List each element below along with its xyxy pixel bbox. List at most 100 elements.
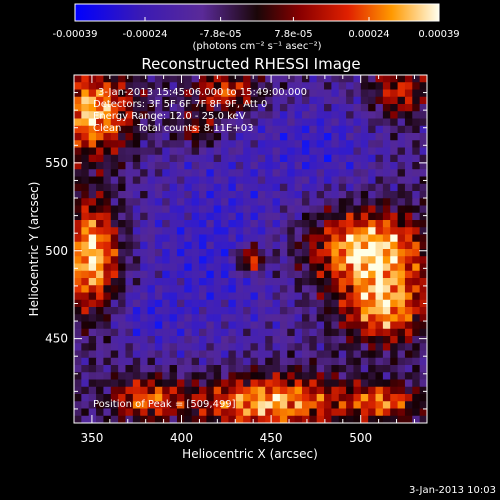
heatmap-cell [88,343,97,352]
heatmap-cell [309,401,318,410]
heatmap-cell [199,162,207,170]
heatmap-cell [110,365,119,373]
heatmap-cell [272,299,281,308]
heatmap-cell [103,285,112,294]
heatmap-cell [375,256,384,265]
heatmap-cell [257,328,266,337]
heatmap-cell [103,154,112,163]
heatmap-cell [199,111,207,120]
heatmap-cell [228,263,237,272]
annotation-time: 3-Jan-2013 15:45:06.000 to 15:49:00.000 [98,87,307,98]
heatmap-cell [390,227,399,236]
heatmap-cell [404,198,413,207]
heatmap-cell [88,169,97,178]
heatmap-cell [132,162,141,170]
heatmap-cell [346,198,355,207]
heatmap-cell [184,118,193,127]
heatmap-cell [221,263,230,272]
heatmap-cell [250,401,259,410]
heatmap-cell [81,183,90,192]
heatmap-cell [265,82,274,91]
heatmap-cell [228,82,237,91]
heatmap-cell [169,220,178,228]
heatmap-cell [375,133,384,141]
heatmap-cell [287,191,296,199]
heatmap-cell [199,307,207,315]
heatmap-cell [382,314,391,323]
heatmap-cell [324,357,332,366]
heatmap-cell [81,118,90,127]
heatmap-cell [235,386,244,395]
heatmap-cell [96,401,105,410]
heatmap-cell [294,408,303,417]
heatmap-cell [257,205,266,214]
heatmap-cell [368,212,377,221]
heatmap-cell [404,336,413,344]
heatmap-cell [279,292,288,301]
heatmap-cell [331,198,340,207]
heatmap-cell [353,154,362,163]
heatmap-cell [331,357,340,366]
heatmap-cell [279,89,288,98]
heatmap-cell [88,256,97,265]
heatmap-cell [309,372,318,381]
heatmap-cell [397,379,406,388]
heatmap-cell [235,241,244,250]
heatmap-cell [287,415,296,423]
heatmap-cell [279,365,288,373]
heatmap-cell [368,314,377,323]
heatmap-cell [74,386,82,395]
heatmap-cell [213,147,222,156]
heatmap-cell [309,241,318,250]
heatmap-cell [382,176,391,185]
heatmap-cell [206,183,215,192]
heatmap-cell [272,328,281,337]
heatmap-cell [250,241,259,250]
heatmap-cell [235,162,244,170]
heatmap-cell [294,198,303,207]
heatmap-cell [397,104,406,112]
heatmap-cell [353,111,362,120]
heatmap-cell [250,140,259,149]
heatmap-cell [412,270,421,279]
heatmap-cell [294,365,303,373]
heatmap-cell [368,125,377,134]
heatmap-cell [176,241,185,250]
heatmap-cell [154,154,163,163]
heatmap-cell [404,415,413,423]
heatmap-cell [294,336,303,344]
heatmap-cell [397,292,406,301]
heatmap-cell [324,270,332,279]
heatmap-cell [368,365,377,373]
heatmap-cell [228,321,237,330]
heatmap-cell [110,118,119,127]
heatmap-cell [154,89,163,98]
heatmap-cell [118,278,127,286]
heatmap-cell [331,140,340,149]
heatmap-cell [257,372,266,381]
heatmap-cell [191,256,200,265]
heatmap-cell [184,270,193,279]
heatmap-cell [257,350,266,359]
heatmap-cell [382,357,391,366]
heatmap-cell [154,299,163,308]
heatmap-cell [346,125,355,134]
heatmap-cell [243,147,252,156]
heatmap-cell [147,263,156,272]
heatmap-cell [125,96,134,105]
heatmap-cell [397,162,406,170]
heatmap-cell [184,343,193,352]
heatmap-cell [316,278,325,286]
heatmap-cell [118,386,127,395]
heatmap-cell [390,140,399,149]
heatmap-cell [191,140,200,149]
heatmap-cell [279,162,288,170]
heatmap-cell [250,379,259,388]
heatmap-cell [272,415,281,423]
heatmap-cell [331,75,340,83]
heatmap-cell [221,415,230,423]
heatmap-cell [338,285,347,294]
heatmap-cell [154,408,163,417]
heatmap-cell [404,394,413,402]
heatmap-cell [360,118,369,127]
